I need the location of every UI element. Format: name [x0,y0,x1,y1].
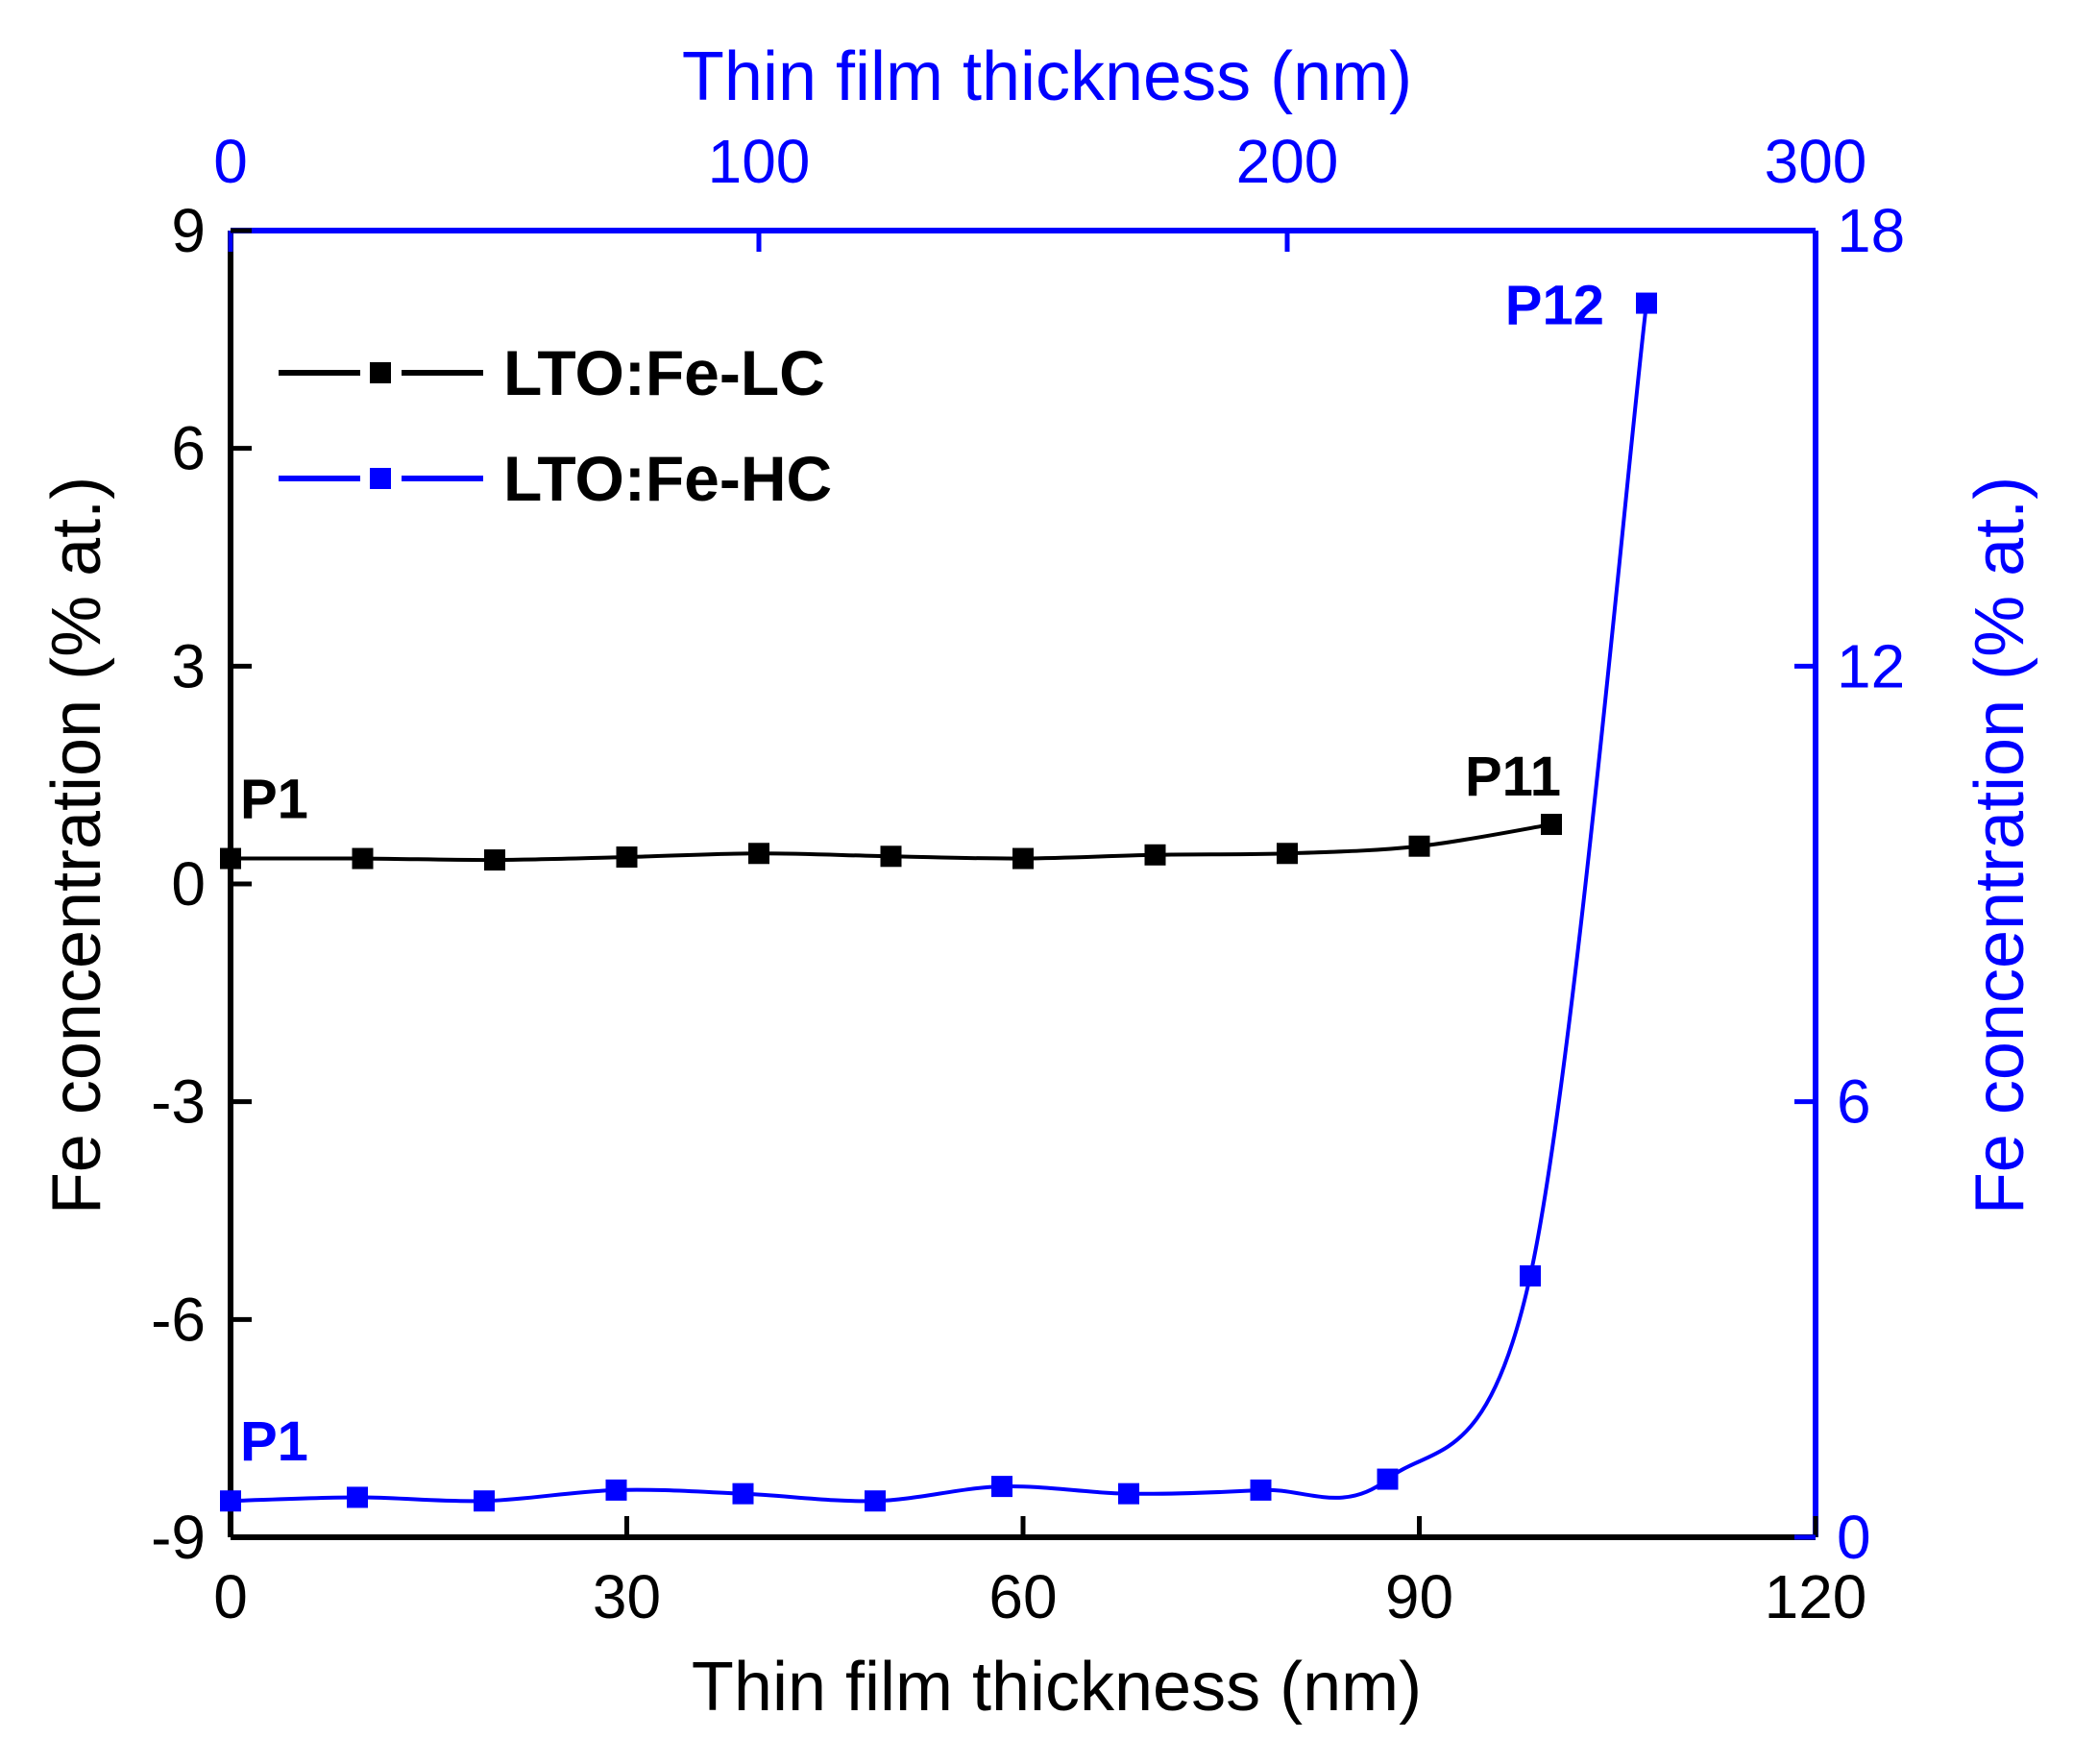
left-tick-label: -6 [151,1285,206,1354]
series-lto-fe-lc: P1 P11 [220,746,1562,871]
top-tick-label: 100 [708,127,811,196]
data-point [748,843,769,865]
right-tick-label: 18 [1837,196,1905,265]
top-tick-label: 300 [1765,127,1867,196]
legend: LTO:Fe-LC LTO:Fe-HC [279,337,832,514]
legend-marker-hc [370,468,391,489]
data-point [616,846,638,869]
data-point [880,845,902,868]
legend-label-hc: LTO:Fe-HC [503,443,832,514]
data-point [347,1486,368,1508]
bottom-axis-title: Thin film thickness (nm) [692,1649,1422,1726]
bottom-tick-label: 120 [1765,1562,1867,1631]
top-tick-label: 0 [213,127,248,196]
data-point [1377,1468,1399,1490]
data-point [1118,1482,1139,1505]
left-tick-label: 9 [171,196,206,265]
data-point [732,1482,754,1505]
series-lto-fe-hc: P1 P12 [220,275,1657,1512]
data-point [1520,1265,1541,1286]
left-tick-label: 6 [171,414,206,483]
top-axis-title: Thin film thickness (nm) [682,38,1412,115]
left-tick-label: 0 [171,849,206,919]
point-label: P1 [240,1410,308,1473]
data-point [352,847,374,870]
right-tick-label: 0 [1837,1503,1871,1572]
data-point [991,1476,1012,1498]
data-point [220,1490,241,1512]
data-point [220,847,241,870]
data-point [1541,814,1562,836]
left-tick-label: 3 [171,631,206,700]
bottom-tick-label: 0 [213,1562,248,1631]
series-line [230,303,1648,1504]
point-label: P11 [1465,746,1561,808]
point-label: P12 [1505,275,1604,337]
bottom-tick-label: 90 [1385,1562,1453,1631]
bottom-tick-label: 30 [593,1562,661,1631]
data-point [1636,292,1657,314]
left-axis-title: Fe concentration (% at.) [38,477,115,1214]
data-point [605,1479,627,1501]
data-point [474,1490,495,1512]
right-tick-label: 6 [1837,1067,1871,1137]
left-tick-label: -3 [151,1067,206,1137]
data-point [1144,844,1166,866]
right-axis-title: Fe concentration (% at.) [1962,477,2038,1214]
point-label: P1 [240,769,308,831]
data-point [484,849,505,871]
data-point [1250,1479,1272,1501]
data-point [865,1490,886,1512]
data-point [1277,843,1298,865]
data-point [1012,847,1034,870]
left-tick-label: -9 [151,1503,206,1572]
right-tick-label: 12 [1837,631,1905,700]
data-point [1408,835,1430,857]
legend-marker-lc [370,362,391,383]
bottom-tick-label: 60 [988,1562,1057,1631]
legend-label-lc: LTO:Fe-LC [503,337,825,408]
top-tick-label: 200 [1236,127,1339,196]
